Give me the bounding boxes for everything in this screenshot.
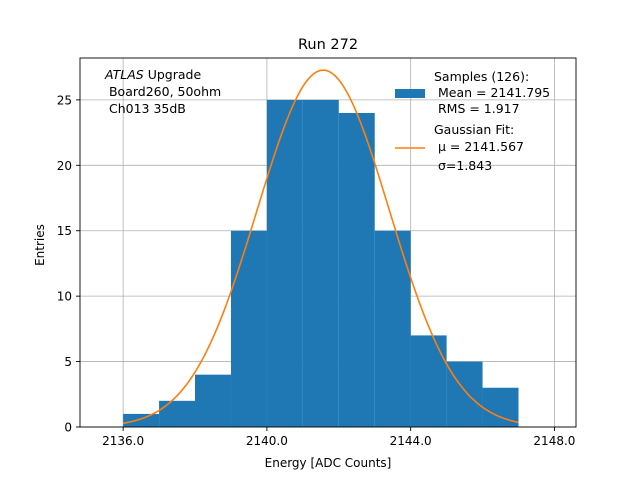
y-tick-label: 10 [57, 290, 72, 304]
legend-fit-mu: μ = 2141.567 [434, 139, 524, 154]
annotation-line-2: Board260, 50ohm [105, 84, 221, 99]
histogram-bar [123, 413, 160, 427]
tick-labels: 2136.0 2140.0 2144.0 2148.0 0 5 10 15 20 25 [57, 93, 576, 448]
axes [79, 57, 577, 428]
legend-samples-title: Samples (126): [434, 69, 529, 84]
y-tick-label: 20 [57, 159, 72, 173]
x-tick-label: 2148.0 [533, 434, 575, 448]
x-axis-label: Energy [ADC Counts] [265, 456, 392, 470]
y-tick-label: 15 [57, 224, 72, 238]
legend-samples-swatch [395, 89, 425, 98]
annotation-upgrade: Upgrade [144, 67, 202, 82]
histogram-bar [266, 99, 303, 427]
x-tick-label: 2144.0 [390, 434, 432, 448]
y-tick-label: 0 [64, 421, 72, 435]
histogram-bar [338, 112, 375, 427]
histogram-bar [195, 374, 231, 427]
legend-fit-sigma: σ=1.843 [434, 158, 492, 173]
x-tick-label: 2136.0 [102, 434, 144, 448]
annotation-line-3: Ch013 35dB [105, 101, 186, 116]
x-tick-label: 2140.0 [246, 434, 288, 448]
histogram-bar [446, 361, 483, 427]
y-tick-label: 25 [57, 93, 72, 107]
chart-title: Run 272 [298, 37, 358, 53]
histogram-bar [410, 335, 447, 427]
histogram-bar [159, 400, 196, 427]
atlas-label: ATLAS [104, 67, 144, 82]
histogram-bar [374, 230, 411, 427]
legend-fit-title: Gaussian Fit: [434, 122, 514, 137]
legend-samples-mean: Mean = 2141.795 [434, 85, 550, 100]
plot-frame [79, 57, 577, 428]
legend: Samples (126): Mean = 2141.795 RMS = 1.9… [395, 69, 550, 173]
gaussian-fit [122, 69, 519, 425]
run-annotation: ATLAS Upgrade Board260, 50ohm Ch013 35dB [104, 67, 221, 116]
histogram-bars [123, 99, 519, 427]
y-axis-label: Entries [33, 224, 47, 266]
annotation-line-1: ATLAS Upgrade [104, 67, 201, 82]
y-tick-label: 5 [64, 355, 72, 369]
histogram-bar [302, 99, 339, 427]
legend-samples-rms: RMS = 1.917 [434, 101, 520, 116]
histogram-bar [230, 230, 267, 427]
fit-curve [122, 69, 519, 425]
